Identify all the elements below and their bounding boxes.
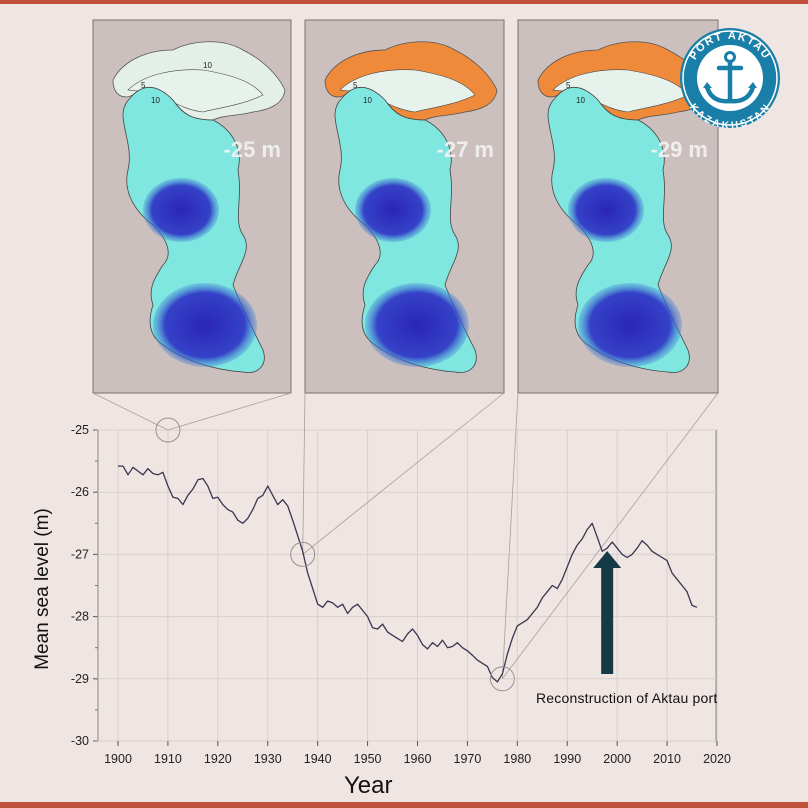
connector-line <box>302 392 306 555</box>
panel-connectors <box>92 392 719 680</box>
x-tick-label: 1980 <box>503 752 531 766</box>
x-tick-label: 1900 <box>104 752 132 766</box>
bottom-frame-border <box>0 802 808 808</box>
south-basin <box>153 283 257 367</box>
x-tick-label: 1970 <box>454 752 482 766</box>
series-group <box>118 465 698 683</box>
connector-line <box>92 392 169 431</box>
x-tick-label: 1910 <box>154 752 182 766</box>
reconstruction-annotation: Reconstruction of Aktau port <box>536 690 718 706</box>
contour-label: 10 <box>363 96 372 105</box>
x-tick-label: 1960 <box>404 752 432 766</box>
contour-label: 10 <box>203 61 212 70</box>
contour-label: 10 <box>576 96 585 105</box>
arrow-shaft <box>601 566 614 674</box>
middle-basin <box>355 178 431 242</box>
contour-label: 5 <box>566 81 571 90</box>
x-tick-label: 1930 <box>254 752 282 766</box>
map-panel: 5 10 -29 m <box>517 19 719 394</box>
sea-level-label: -25 m <box>224 137 281 162</box>
x-tick-label: 2000 <box>603 752 631 766</box>
middle-basin <box>143 178 219 242</box>
middle-basin <box>568 178 644 242</box>
south-basin <box>365 283 469 367</box>
connector-line <box>167 392 292 431</box>
connector-line <box>302 392 505 555</box>
highlight-circle <box>489 666 515 692</box>
y-tick-label: -25 <box>71 423 89 437</box>
highlight-circle <box>290 541 316 567</box>
contour-label: 5 <box>141 81 146 90</box>
connector-line <box>502 392 719 680</box>
y-tick-label: -26 <box>71 485 89 499</box>
axis-ticks: 1900 1910 1920 1930 1940 1950 1960 1970 1980 1990… <box>71 423 731 766</box>
anchor-icon <box>704 51 756 104</box>
y-tick-label: -27 <box>71 547 89 561</box>
y-tick-label: -30 <box>71 734 89 748</box>
sea-level-label: -27 m <box>437 137 494 162</box>
x-tick-label: 2010 <box>653 752 681 766</box>
series-line <box>118 465 698 683</box>
sea-level-label: -29 m <box>651 137 708 162</box>
highlight-circle <box>155 417 181 443</box>
y-tick-label: -29 <box>71 672 89 686</box>
north-inner-shelf <box>127 69 264 113</box>
arrow-head <box>593 551 622 568</box>
x-tick-label: 1920 <box>204 752 232 766</box>
port-aktau-logo: PORT AKTAU KAZAKHSTAN <box>680 28 780 132</box>
map-panel: 5 10 10 -25 m <box>92 19 292 394</box>
x-tick-label: 1950 <box>354 752 382 766</box>
reconstruction-arrow <box>593 551 622 674</box>
highlight-circles <box>155 417 515 692</box>
y-axis-label: Mean sea level (m) <box>32 508 53 670</box>
connector-line <box>501 392 519 679</box>
x-axis-label: Year <box>344 772 393 799</box>
x-tick-label: 1990 <box>553 752 581 766</box>
map-panels: 5 10 10 -25 m 5 10 -27 m 5 10 -29 m <box>92 19 719 394</box>
contour-label: 5 <box>353 81 358 90</box>
north-inner-shelf <box>339 69 476 113</box>
south-basin <box>578 283 682 367</box>
top-frame-border <box>0 0 808 4</box>
contour-label: 10 <box>151 96 160 105</box>
map-panel: 5 10 -27 m <box>304 19 505 394</box>
x-tick-label: 1940 <box>304 752 332 766</box>
y-tick-label: -28 <box>71 610 89 624</box>
x-tick-label: 2020 <box>703 752 731 766</box>
